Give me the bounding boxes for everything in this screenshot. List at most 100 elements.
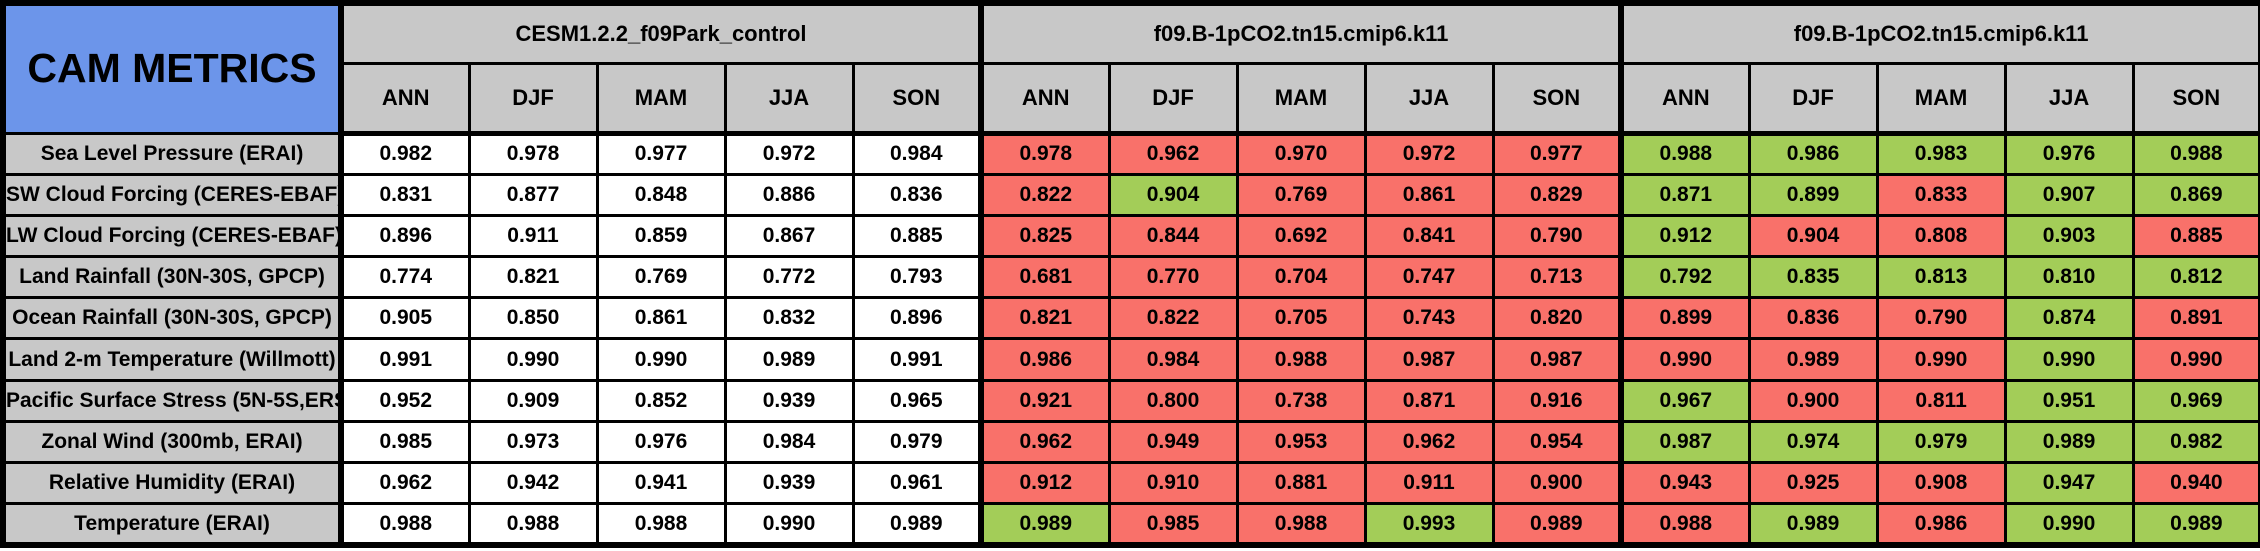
metric-cell: 0.713 <box>1491 255 1623 300</box>
metric-cell: 0.987 <box>1618 419 1751 465</box>
metric-cell: 0.912 <box>1618 213 1751 259</box>
metric-cell: 0.916 <box>1491 378 1623 423</box>
metric-cell: 0.978 <box>978 131 1111 176</box>
metric-cell: 0.909 <box>467 378 599 423</box>
metric-cell: 0.985 <box>339 419 471 465</box>
metric-cell: 0.989 <box>1491 502 1623 547</box>
metric-cell: 0.904 <box>1747 213 1879 259</box>
metric-cell: 0.681 <box>978 255 1111 300</box>
metric-cell: 0.953 <box>1235 419 1367 465</box>
metric-cell: 0.990 <box>723 502 855 547</box>
metric-cell: 0.825 <box>978 213 1111 259</box>
metric-cell: 0.986 <box>1747 131 1879 176</box>
metric-cell: 0.952 <box>339 378 471 423</box>
season-header-mam: MAM <box>1235 61 1367 136</box>
metric-cell: 0.983 <box>1875 131 2007 176</box>
metric-cell: 0.738 <box>1235 378 1367 423</box>
metric-cell: 0.871 <box>1618 172 1751 217</box>
metric-cell: 0.951 <box>2003 378 2135 423</box>
metric-cell: 0.770 <box>1107 255 1239 300</box>
row-label: SW Cloud Forcing (CERES-EBAF) <box>1 172 344 217</box>
metric-cell: 0.747 <box>1363 255 1495 300</box>
table-row: Pacific Surface Stress (5N-5S,ERS) 0.952 0… <box>1 378 2260 423</box>
metric-cell: 0.989 <box>723 337 855 382</box>
metric-cell: 0.792 <box>1618 255 1751 300</box>
metric-cell: 0.885 <box>851 213 983 259</box>
metric-cell: 0.769 <box>1235 172 1367 217</box>
metric-cell: 0.988 <box>1235 502 1367 547</box>
metric-cell: 0.903 <box>2003 213 2135 259</box>
metric-cell: 0.821 <box>467 255 599 300</box>
metric-cell: 0.965 <box>851 378 983 423</box>
metric-cell: 0.961 <box>851 460 983 506</box>
row-label-text: Zonal Wind (300mb, ERAI) <box>41 429 303 453</box>
metric-cell: 0.812 <box>2131 255 2260 300</box>
metric-cell: 0.904 <box>1107 172 1239 217</box>
metric-cell: 0.844 <box>1107 213 1239 259</box>
metric-cell: 0.970 <box>1235 131 1367 176</box>
metric-cell: 0.896 <box>851 296 983 341</box>
metric-cell: 0.990 <box>2003 502 2135 547</box>
metric-cell: 0.808 <box>1875 213 2007 259</box>
metric-cell: 0.989 <box>1747 502 1879 547</box>
metric-cell: 0.836 <box>851 172 983 217</box>
metric-cell: 0.984 <box>723 419 855 465</box>
table-row: SW Cloud Forcing (CERES-EBAF) 0.831 0.877 0… <box>1 172 2260 217</box>
metric-cell: 0.989 <box>2003 419 2135 465</box>
group-header-experiment-2: f09.B-1pCO2.tn15.cmip6.k11 <box>1618 1 2260 65</box>
row-label: Zonal Wind (300mb, ERAI) <box>1 419 344 465</box>
metric-cell: 0.820 <box>1491 296 1623 341</box>
row-label-text: Land Rainfall (30N-30S, GPCP) <box>19 265 325 289</box>
metric-cell: 0.905 <box>339 296 471 341</box>
metric-cell: 0.907 <box>2003 172 2135 217</box>
metric-cell: 0.831 <box>339 172 471 217</box>
metric-cell: 0.811 <box>1875 378 2007 423</box>
metric-cell: 0.899 <box>1618 296 1751 341</box>
metric-cell: 0.848 <box>595 172 727 217</box>
metric-cell: 0.941 <box>595 460 727 506</box>
metric-cell: 0.832 <box>723 296 855 341</box>
season-header-son: SON <box>851 61 983 136</box>
metric-cell: 0.822 <box>978 172 1111 217</box>
metric-cell: 0.976 <box>2003 131 2135 176</box>
metric-cell: 0.989 <box>1747 337 1879 382</box>
metric-cell: 0.942 <box>467 460 599 506</box>
metric-cell: 0.993 <box>1363 502 1495 547</box>
metric-cell: 0.874 <box>2003 296 2135 341</box>
metric-cell: 0.774 <box>339 255 471 300</box>
table-title: CAM METRICS <box>1 1 344 135</box>
row-label-text: Sea Level Pressure (ERAI) <box>40 141 304 165</box>
season-header-son: SON <box>2131 61 2260 136</box>
row-label: Land 2-m Temperature (Willmott) <box>1 337 344 382</box>
season-header-mam: MAM <box>595 61 727 136</box>
row-label-text: SW Cloud Forcing (CERES-EBAF) <box>6 182 338 206</box>
metric-cell: 0.976 <box>595 419 727 465</box>
metric-cell: 0.990 <box>2131 337 2260 382</box>
group-header-row: CAM METRICS CESM1.2.2_f09Park_control f0… <box>1 1 2260 135</box>
metric-cell: 0.793 <box>851 255 983 300</box>
metric-cell: 0.813 <box>1875 255 2007 300</box>
row-label: Pacific Surface Stress (5N-5S,ERS) <box>1 378 344 423</box>
table-row: Temperature (ERAI) 0.988 0.988 0.988 0.990 0.… <box>1 502 2260 547</box>
season-header-ann: ANN <box>1618 61 1751 136</box>
metric-cell: 0.990 <box>595 337 727 382</box>
metric-cell: 0.988 <box>2131 131 2260 176</box>
metric-cell: 0.947 <box>2003 460 2135 506</box>
metric-cell: 0.859 <box>595 213 727 259</box>
metric-cell: 0.769 <box>595 255 727 300</box>
metric-cell: 0.912 <box>978 460 1111 506</box>
season-header-djf: DJF <box>467 61 599 136</box>
metric-cell: 0.861 <box>595 296 727 341</box>
metric-cell: 0.790 <box>1491 213 1623 259</box>
season-header-mam: MAM <box>1875 61 2007 136</box>
metric-cell: 0.896 <box>339 213 471 259</box>
metric-cell: 0.911 <box>1363 460 1495 506</box>
metric-cell: 0.979 <box>851 419 983 465</box>
metric-cell: 0.881 <box>1235 460 1367 506</box>
metric-cell: 0.790 <box>1875 296 2007 341</box>
metric-cell: 0.988 <box>1235 337 1367 382</box>
metric-cell: 0.841 <box>1363 213 1495 259</box>
metric-cell: 0.871 <box>1363 378 1495 423</box>
table-row: Zonal Wind (300mb, ERAI) 0.985 0.973 0.976 0… <box>1 419 2260 465</box>
